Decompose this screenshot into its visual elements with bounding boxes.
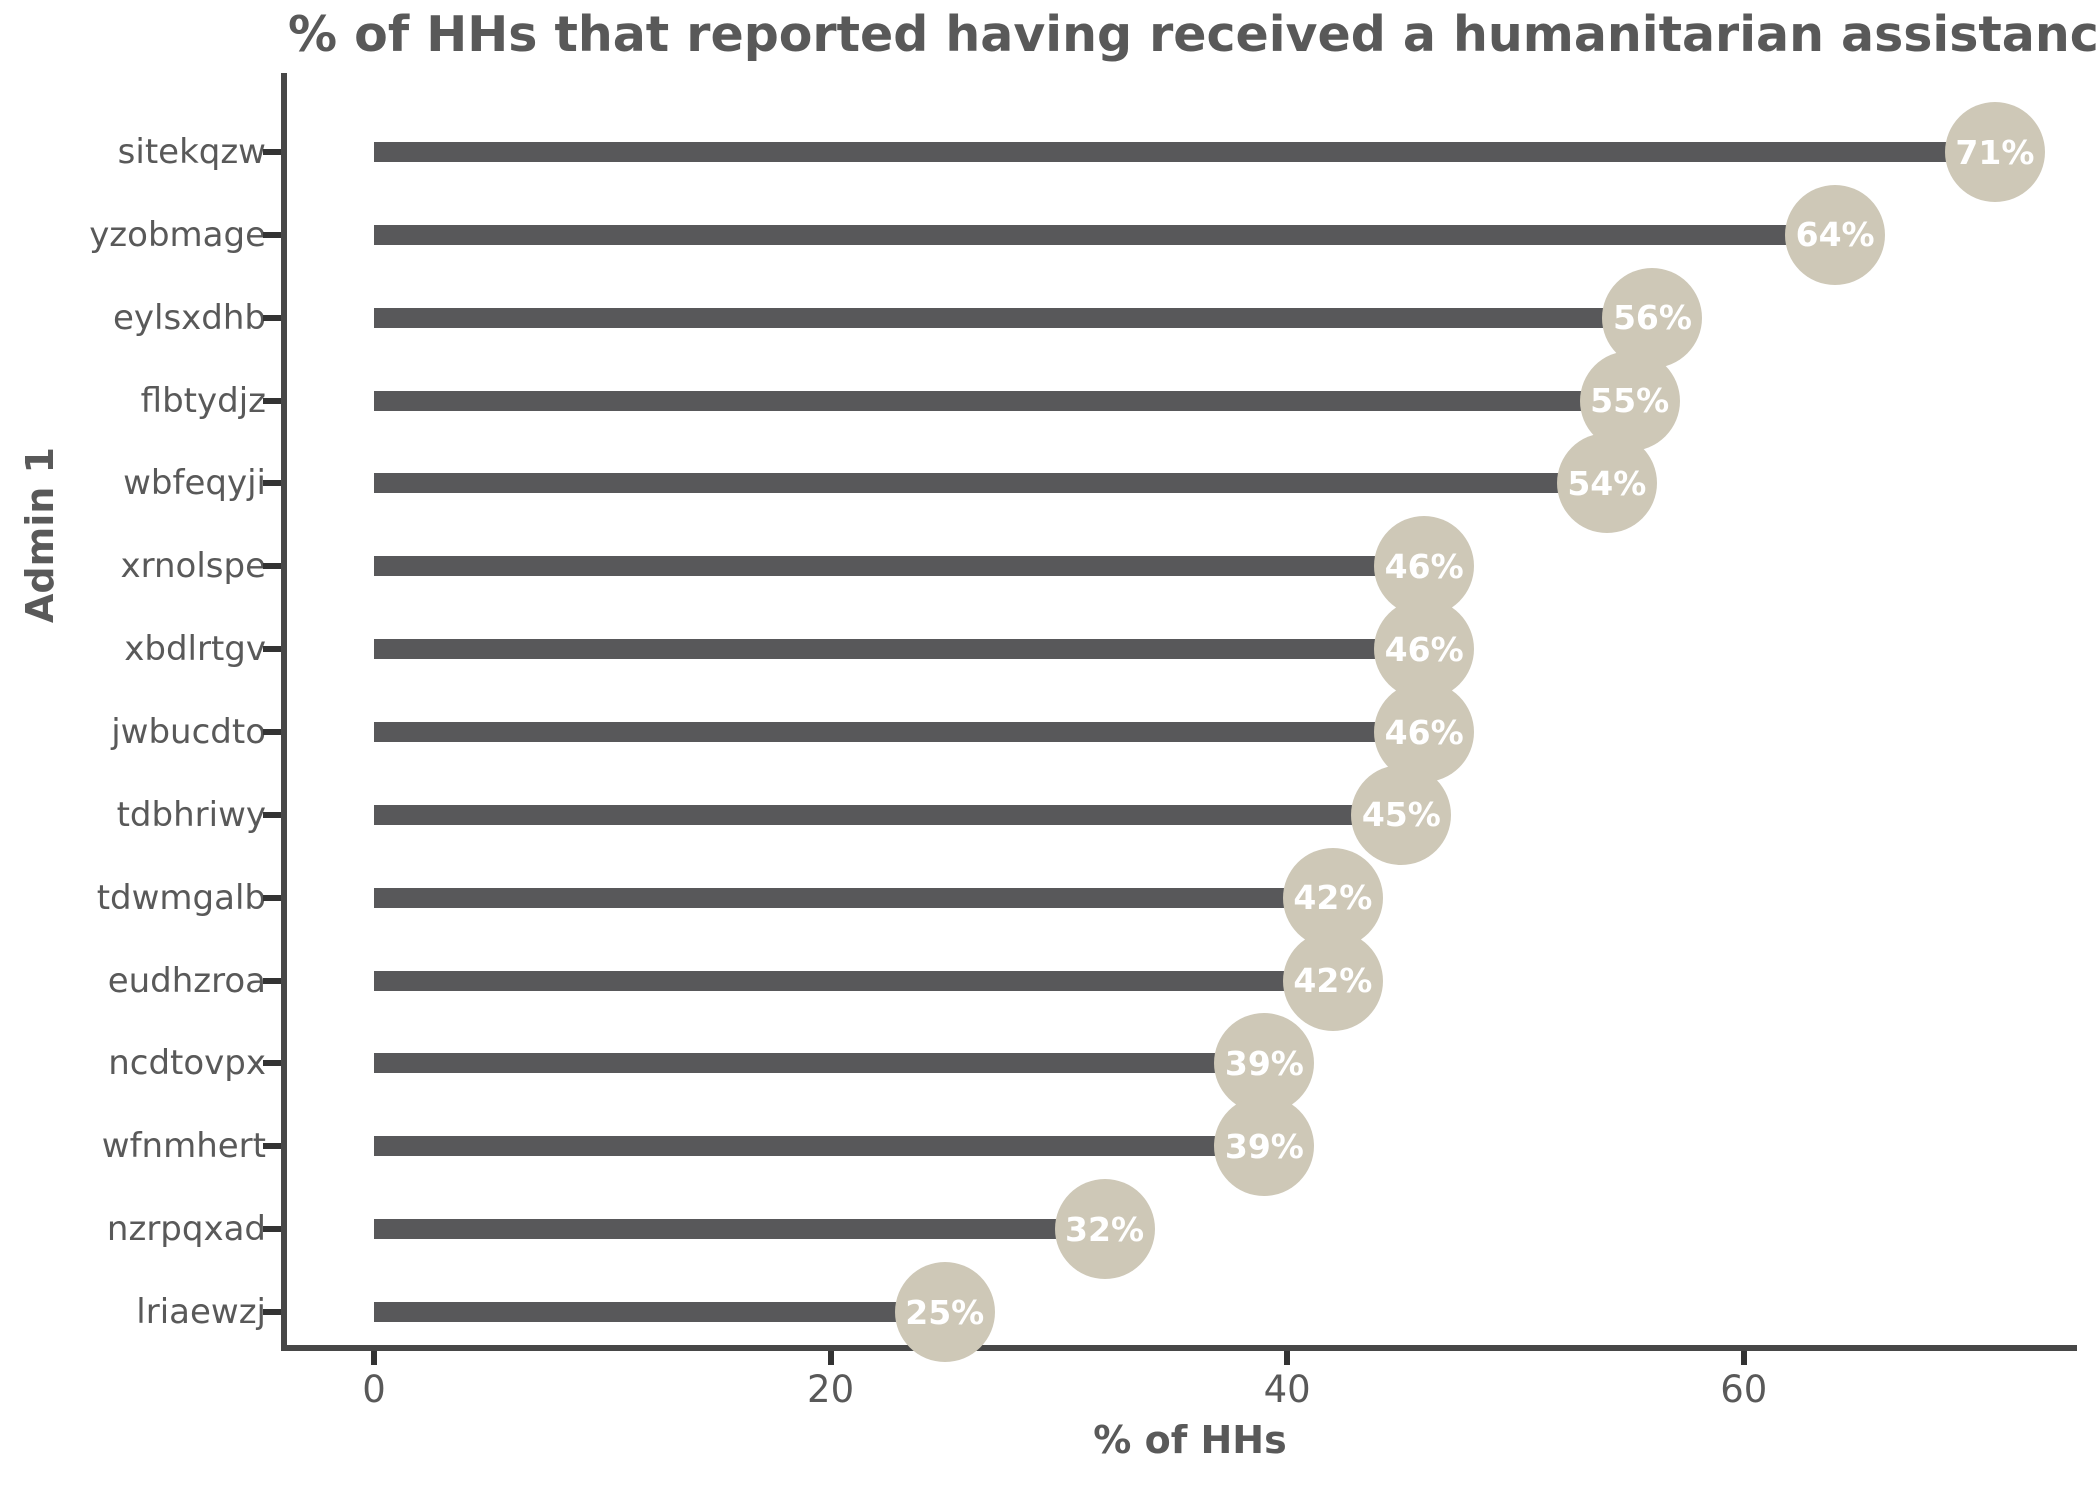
category-label: xbdlrtgv <box>124 629 266 670</box>
y-axis-tick <box>263 894 281 901</box>
category-label: wfnmhert <box>101 1126 266 1167</box>
value-bubble: 39% <box>1214 1096 1315 1197</box>
value-bubble: 45% <box>1351 764 1452 865</box>
x-axis-tick <box>371 1351 377 1365</box>
value-bubble: 25% <box>894 1262 995 1363</box>
y-axis-line <box>281 73 287 1351</box>
y-axis-tick <box>263 1143 281 1150</box>
value-bubble-label: 56% <box>1612 298 1692 338</box>
bar <box>374 473 1607 494</box>
value-bubble-label: 25% <box>905 1292 985 1332</box>
value-bubble: 71% <box>1944 102 2045 202</box>
category-label: tdwmgalb <box>96 877 266 918</box>
bar <box>374 887 1333 908</box>
bar <box>374 1136 1265 1157</box>
bar <box>374 142 1995 162</box>
value-bubble: 39% <box>1214 1013 1315 1114</box>
bar <box>374 307 1653 328</box>
value-bubble-label: 64% <box>1795 215 1875 255</box>
chart-title: % of HHs that reported having received a… <box>288 6 2100 63</box>
y-axis-tick <box>263 397 281 404</box>
value-bubble-label: 42% <box>1293 878 1373 918</box>
x-axis-tick <box>827 1351 834 1365</box>
value-bubble-label: 32% <box>1065 1209 1145 1249</box>
value-bubble-label: 42% <box>1293 961 1373 1001</box>
value-bubble-label: 46% <box>1384 629 1464 669</box>
category-label: eudhzroa <box>107 960 266 1001</box>
category-label: ncdtovpx <box>108 1043 266 1084</box>
category-label: flbtydjz <box>140 380 266 421</box>
y-axis-tick <box>263 977 281 984</box>
value-bubble-label: 45% <box>1361 795 1441 835</box>
value-bubble-label: 39% <box>1224 1126 1304 1166</box>
value-bubble: 32% <box>1054 1179 1155 1280</box>
bar <box>374 1053 1265 1074</box>
y-axis-tick <box>263 811 281 818</box>
bar <box>374 970 1333 991</box>
y-axis-tick <box>263 231 281 238</box>
bar <box>374 224 1836 245</box>
value-bubble: 42% <box>1282 930 1383 1031</box>
x-axis-tick <box>1284 1351 1291 1365</box>
category-label: yzobmage <box>89 214 266 255</box>
value-bubble-label: 46% <box>1384 546 1464 586</box>
x-tick-label: 20 <box>807 1368 855 1411</box>
x-tick-label: 40 <box>1263 1368 1311 1411</box>
y-axis-tick <box>263 563 281 570</box>
bar <box>374 722 1425 743</box>
bar <box>374 804 1402 825</box>
x-axis-title: % of HHs <box>1093 1418 1287 1462</box>
value-bubble: 64% <box>1785 184 1886 285</box>
category-label: wbfeqyji <box>123 463 266 504</box>
value-bubble-label: 46% <box>1384 712 1464 752</box>
value-bubble-label: 39% <box>1224 1043 1304 1083</box>
value-bubble: 56% <box>1602 267 1703 368</box>
y-axis-tick <box>263 729 281 736</box>
bar <box>374 1219 1105 1240</box>
y-axis-tick <box>263 314 281 321</box>
y-axis-tick <box>263 1309 281 1316</box>
bar <box>374 639 1425 660</box>
bar <box>374 1302 945 1323</box>
x-tick-label: 0 <box>362 1368 386 1411</box>
x-axis-tick <box>1740 1351 1747 1365</box>
category-label: sitekqzw <box>117 132 266 172</box>
value-bubble: 54% <box>1556 433 1657 534</box>
y-axis-tick <box>263 149 281 155</box>
y-axis-tick <box>263 646 281 653</box>
value-bubble-label: 54% <box>1567 463 1647 503</box>
category-label: xrnolspe <box>120 546 266 587</box>
y-axis-tick <box>263 480 281 487</box>
value-bubble-label: 71% <box>1955 132 2035 172</box>
category-label: tdbhriwy <box>116 794 266 835</box>
bar <box>374 390 1630 411</box>
category-label: nzrpqxad <box>106 1209 266 1250</box>
bar <box>374 556 1425 577</box>
x-tick-label: 60 <box>1720 1368 1768 1411</box>
category-label: jwbucdto <box>111 712 266 753</box>
category-label: eylsxdhb <box>112 297 266 338</box>
y-axis-tick <box>263 1060 281 1067</box>
y-axis-tick <box>263 1226 281 1233</box>
category-label: lriaewzj <box>136 1292 266 1333</box>
x-axis-line <box>281 1345 2077 1351</box>
value-bubble: 46% <box>1374 599 1475 700</box>
value-bubble-label: 55% <box>1590 381 1670 421</box>
